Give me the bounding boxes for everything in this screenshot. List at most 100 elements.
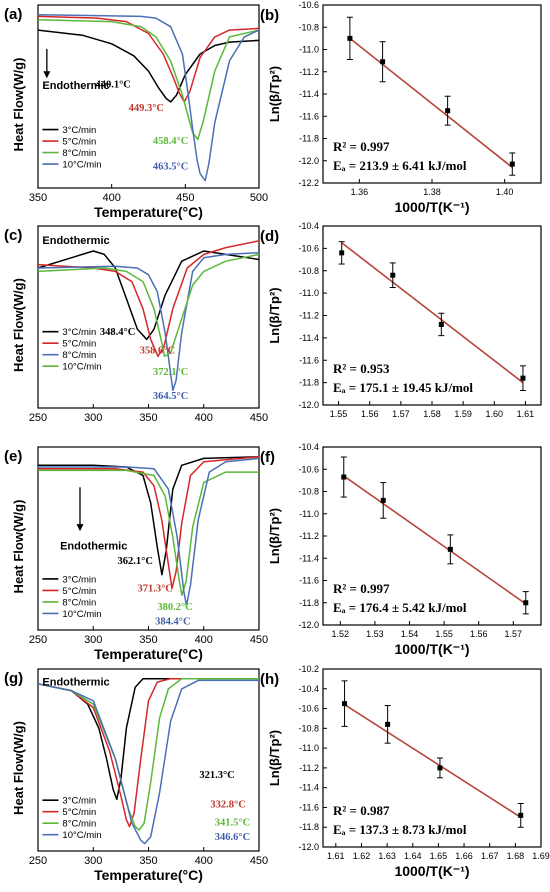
fit-line — [341, 242, 524, 384]
r-squared-text: R² = 0.997 — [333, 139, 390, 154]
peak-label-4: 463.5°C — [153, 162, 188, 173]
x-tick-label: 250 — [29, 412, 47, 424]
legend-label-2: 5°C/min — [62, 807, 96, 818]
peak-label-1: 321.3°C — [199, 770, 234, 781]
x-tick-label: 1.61 — [327, 851, 345, 861]
fit-line — [343, 475, 527, 605]
y-tick-label: -11.4 — [299, 553, 319, 563]
legend-label-3: 8°C/min — [62, 597, 96, 608]
x-tick-label: 1.60 — [486, 409, 504, 419]
arrow-head — [43, 71, 51, 79]
x-tick-label: 1.36 — [351, 187, 369, 197]
x-tick-label: 1.65 — [430, 851, 448, 861]
activation-energy-text: Eₐ = 213.9 ± 6.41 kJ/mol — [333, 158, 467, 173]
data-point-1 — [347, 35, 353, 41]
series-line-3 — [37, 19, 260, 141]
y-tick-label: -10.8 — [298, 22, 319, 32]
plot-frame — [322, 668, 542, 848]
series-line-2 — [37, 677, 259, 828]
legend-label-3: 8°C/min — [62, 819, 96, 830]
endothermic-label: Endothermic — [42, 80, 109, 92]
y-tick-label: -11.8 — [299, 378, 319, 388]
x-tick-label: 350 — [139, 634, 157, 646]
x-tick-label: 300 — [84, 634, 102, 646]
panel-label: (c) — [4, 227, 22, 244]
y-tick-label: -11.6 — [299, 355, 319, 365]
y-tick-label: -11.6 — [299, 576, 319, 586]
x-tick-label: 450 — [250, 412, 268, 424]
x-tick-label: 1.40 — [496, 187, 514, 197]
x-tick-label: 1.68 — [507, 851, 525, 861]
data-point-2 — [390, 272, 396, 278]
activation-energy-text: Eₐ = 137.3 ± 8.73 kJ/mol — [333, 822, 467, 837]
y-tick-label: -10.2 — [298, 664, 319, 674]
y-axis-label: Heat Flow(W/g) — [11, 721, 26, 815]
y-axis-label: Heat Flow(W/g) — [11, 500, 26, 594]
series-line-4 — [37, 13, 260, 182]
x-axis-label: Temperature(°C) — [94, 204, 203, 220]
endothermic-label: Endothermic — [42, 676, 109, 688]
y-axis-label: Heat Flow(W/g) — [11, 278, 26, 372]
y-axis-label: Ln(β/Tp²) — [267, 66, 282, 122]
panel-label: (a) — [4, 6, 22, 23]
series-line-1 — [37, 677, 259, 801]
x-tick-label: 1.57 — [505, 629, 523, 639]
series-line-2 — [37, 240, 260, 358]
y-tick-label: -11.6 — [299, 111, 319, 121]
y-axis-label: Heat Flow(W/g) — [11, 58, 26, 152]
data-point-3 — [438, 321, 444, 327]
y-tick-label: -11.0 — [299, 743, 319, 753]
legend-label-1: 3°C/min — [62, 796, 96, 807]
peak-label-2: 371.3°C — [137, 584, 172, 595]
endothermic-label: Endothermic — [42, 235, 109, 247]
series-line-2 — [38, 455, 260, 590]
x-axis-label: Temperature(°C) — [94, 867, 203, 883]
peak-label-4: 364.5°C — [153, 391, 188, 402]
heatflow-panel-e: 250 300 350 400 450 (e) Endothermic 362.1°C 371.… — [4, 446, 268, 662]
series-line-4 — [37, 253, 260, 358]
y-axis-label: Ln(β/Tp²) — [267, 287, 282, 343]
x-tick-label: 250 — [29, 634, 47, 646]
y-tick-label: -11.0 — [299, 45, 319, 55]
y-tick-label: -11.8 — [299, 598, 319, 608]
activation-energy-text: Eₐ = 176.4 ± 5.42 kJ/mol — [333, 600, 467, 615]
data-point-4 — [509, 161, 515, 167]
data-point-2 — [385, 721, 391, 727]
r-squared-text: R² = 0.987 — [333, 803, 390, 818]
plot-frame — [322, 4, 542, 184]
data-point-2 — [380, 59, 386, 65]
series-line-1 — [37, 29, 260, 103]
panel-label: (h) — [260, 671, 279, 688]
legend-label-2: 5°C/min — [62, 586, 96, 597]
x-tick-label: 450 — [176, 192, 194, 204]
arrow-head — [76, 524, 84, 532]
panel-label: (d) — [260, 228, 279, 245]
legend-label-4: 10°C/min — [62, 362, 101, 373]
x-tick-label: 1.57 — [392, 409, 410, 419]
fit-line — [344, 703, 522, 819]
legend-label-4: 10°C/min — [62, 830, 101, 841]
y-tick-label: -11.0 — [299, 288, 319, 298]
y-tick-label: -10.8 — [298, 266, 319, 276]
y-axis-label: Ln(β/Tp²) — [267, 730, 282, 786]
x-axis-label: 1000/T(K⁻¹) — [394, 199, 469, 215]
heatflow-panel-g: 250 300 350 400 450 (g) Endothermic 321.3°C 332.… — [4, 668, 268, 883]
x-tick-label: 450 — [250, 634, 268, 646]
legend-label-1: 3°C/min — [62, 327, 96, 338]
y-tick-label: -10.6 — [298, 464, 319, 474]
heatflow-panel-c: 250 300 350 400 450 (c) Endothermic 348.4°C 358.… — [4, 225, 268, 424]
panel-label: (f) — [260, 449, 275, 466]
legend-label-4: 10°C/min — [62, 160, 101, 171]
x-tick-label: 1.64 — [404, 851, 422, 861]
series-line-3 — [37, 251, 260, 392]
y-tick-label: -10.8 — [298, 723, 319, 733]
y-tick-label: -11.2 — [299, 311, 319, 321]
x-axis-label: 1000/T(K⁻¹) — [394, 641, 469, 657]
peak-label-1: 348.4°C — [100, 327, 135, 338]
x-tick-label: 400 — [195, 855, 213, 867]
x-tick-label: 1.53 — [366, 629, 384, 639]
x-tick-label: 350 — [29, 192, 47, 204]
y-tick-label: -11.0 — [299, 509, 319, 519]
legend-label-2: 5°C/min — [62, 137, 96, 148]
